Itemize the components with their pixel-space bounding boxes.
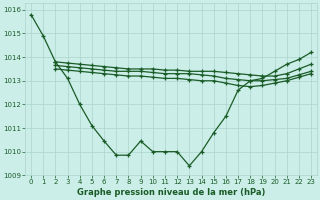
X-axis label: Graphe pression niveau de la mer (hPa): Graphe pression niveau de la mer (hPa) [77,188,265,197]
